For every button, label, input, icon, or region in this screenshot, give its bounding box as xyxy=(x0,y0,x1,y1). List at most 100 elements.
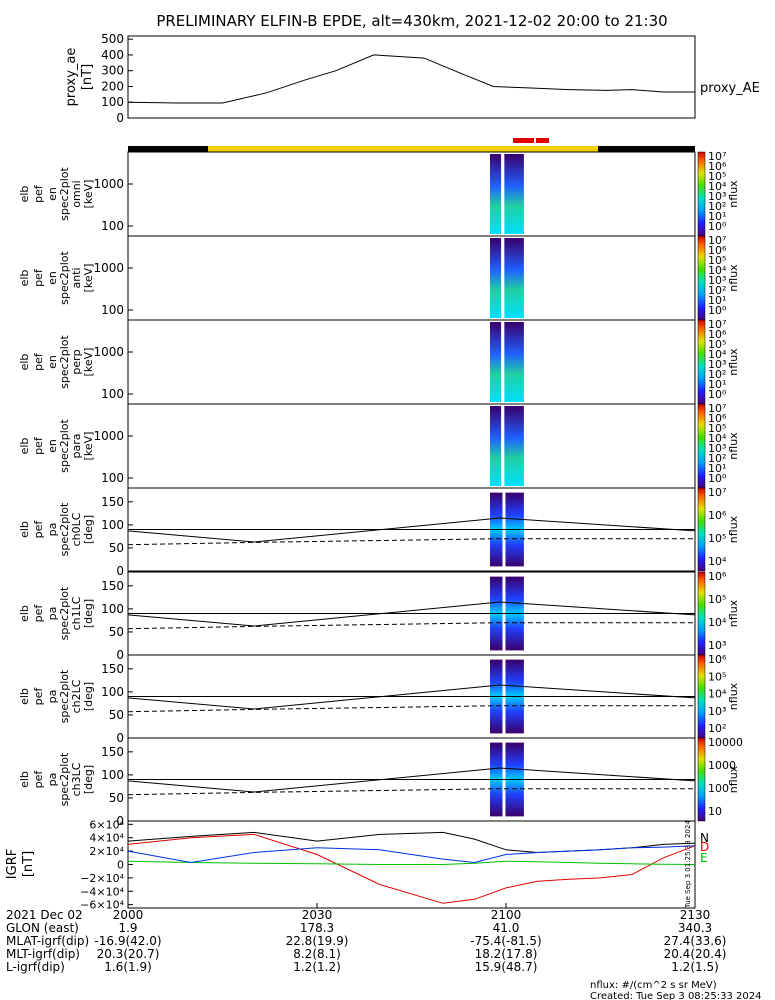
science-zone-1 xyxy=(513,138,534,143)
colorbar-tick-label: 10² xyxy=(708,200,726,213)
pa-ytick-label: 150 xyxy=(101,662,124,676)
panel-ylabel-line: ch2LC xyxy=(70,679,83,713)
colorbar-tick-label: 10⁴ xyxy=(708,432,727,445)
spectrogram-gap xyxy=(501,154,505,234)
colorbar-tick-label: 10⁵ xyxy=(708,593,726,606)
panel-ylabel-line: en xyxy=(46,355,59,369)
spec-ytick-label: 100 xyxy=(101,471,124,485)
igrf-ytick-label: 4×10⁴ xyxy=(89,832,124,845)
igrf-legend-e: E xyxy=(700,851,708,865)
panel-frame xyxy=(127,403,696,489)
panel-ylabel-line: pa xyxy=(46,773,59,787)
ephemeris-value: 27.4(33.6) xyxy=(664,934,727,948)
ae-ytick-label: 500 xyxy=(101,32,124,46)
colorbar-tick-label: 100 xyxy=(708,782,729,795)
pa-ytick-label: 100 xyxy=(101,602,124,616)
colorbar-tick-label: 10⁶ xyxy=(708,509,727,522)
pa-ytick-label: 50 xyxy=(109,541,124,555)
panel-ylabel-line: [keV] xyxy=(82,180,95,209)
panel-ylabel-line: spec2plot xyxy=(58,167,71,221)
ae-ytick-label: 100 xyxy=(101,95,124,109)
panel-ylabel-line: ch0LC xyxy=(70,512,83,546)
panel-ylabel-line: elb xyxy=(18,354,31,371)
panel-ylabel-line: pa xyxy=(46,523,59,537)
spectrogram-block-left xyxy=(489,322,502,402)
colorbar-tick-label: 10⁰ xyxy=(708,220,727,233)
pa-ytick-label: 100 xyxy=(101,768,124,782)
spec-ytick-label: 100 xyxy=(101,303,124,317)
panel-frame xyxy=(127,319,696,405)
colorbar-label: nflux xyxy=(727,682,740,710)
colorbar-tick-label: 10³ xyxy=(708,705,726,718)
colorbar-tick-label: 10⁷ xyxy=(708,150,726,163)
spectrogram-block-left xyxy=(489,238,502,318)
ae-ylabel-2: [nT] xyxy=(80,64,95,90)
panel-ylabel-line: [deg] xyxy=(82,515,95,544)
plot-title: PRELIMINARY ELFIN-B EPDE, alt=430km, 202… xyxy=(156,12,667,30)
pa-ytick-label: 0 xyxy=(116,814,124,828)
pa-ytick-label: 0 xyxy=(116,648,124,662)
status-bar xyxy=(128,138,695,152)
colorbar-tick-label: 10⁵ xyxy=(708,170,726,183)
colorbar-tick-label: 10⁵ xyxy=(708,422,726,435)
spectrogram-gap xyxy=(501,322,505,402)
colorbar-tick-label: 10⁴ xyxy=(708,264,727,277)
colorbar xyxy=(697,654,706,739)
pitch-angle-panel: 0 50 100 150 elb pef pa spec2plot ch2LC [deg] 10⁶ 1… xyxy=(18,653,740,745)
spectrogram-block-left xyxy=(489,406,502,486)
panel-ylabel-line: [keV] xyxy=(82,432,95,461)
colorbar-tick-label: 10⁴ xyxy=(708,555,727,568)
time-tick-label: 2130 xyxy=(680,908,711,922)
panel-ylabel-line: spec2plot xyxy=(58,419,71,473)
spectrogram-block-right xyxy=(504,154,524,234)
panel-ylabel-line: pa xyxy=(46,690,59,704)
igrf-ytick-label: −2×10⁴ xyxy=(80,872,124,885)
panel-ylabel-line: spec2plot xyxy=(58,335,71,389)
colorbar-label: nflux xyxy=(727,180,740,208)
colorbar-tick-label: 10² xyxy=(708,368,726,381)
colorbar-tick-label: 10¹ xyxy=(708,462,726,475)
colorbar-tick-label: 10² xyxy=(708,722,726,735)
colorbar xyxy=(697,151,706,237)
panel-ylabel-line: para xyxy=(70,434,83,459)
ephemeris-value: 8.2(8.1) xyxy=(293,947,341,961)
panel-ylabel-line: pef xyxy=(32,352,45,371)
spectrogram-block-right xyxy=(504,406,524,486)
colorbar-tick-label: 10³ xyxy=(708,639,726,652)
anti-loss-cone-line xyxy=(127,622,695,630)
colorbar-tick-label: 10000 xyxy=(708,736,743,749)
panel-ylabel-line: en xyxy=(46,439,59,453)
panel-ylabel-line: pef xyxy=(32,268,45,287)
ephemeris-value: 18.2(17.8) xyxy=(475,947,538,961)
pitch-angle-panel: 0 50 100 150 elb pef pa spec2plot ch1LC [deg] 10⁶ 1… xyxy=(18,570,740,662)
time-axis-row-label: 2021 Dec 02 xyxy=(6,908,83,922)
colorbar-tick-label: 10⁷ xyxy=(708,402,726,415)
ephemeris-value: 340.3 xyxy=(678,921,712,935)
panel-ylabel-line: pa xyxy=(46,607,59,621)
panel-ylabel-line: spec2plot xyxy=(58,251,71,305)
igrf-ylabel-2: [nT] xyxy=(21,851,36,877)
panel-ylabel-line: elb xyxy=(18,521,31,538)
colorbar-tick-label: 10¹ xyxy=(708,294,726,307)
ae-ylabel-1: proxy_ae xyxy=(64,48,79,107)
colorbar-tick-label: 10⁵ xyxy=(708,532,726,545)
colorbar-tick-label: 10⁷ xyxy=(708,234,726,247)
panel-ylabel-line: ch3LC xyxy=(70,762,83,796)
footer-created: Created: Tue Sep 3 08:25:33 2024 xyxy=(590,991,762,1000)
colorbar-tick-label: 10⁰ xyxy=(708,388,727,401)
colorbar-tick-label: 10² xyxy=(708,452,726,465)
colorbar-tick-label: 10² xyxy=(708,284,726,297)
igrf-legend-n: N xyxy=(700,831,709,845)
ephemeris-value: 1.2(1.5) xyxy=(671,960,719,974)
loss-cone-line xyxy=(127,767,696,793)
panel-ylabel-line: [keV] xyxy=(82,348,95,377)
colorbar-tick-label: 10⁵ xyxy=(708,254,726,267)
igrf-ytick-label: 2×10⁴ xyxy=(89,845,124,858)
pitch-angle-panel: 0 50 100 150 elb pef pa spec2plot ch0LC [deg] 10⁷ 1… xyxy=(18,486,740,578)
